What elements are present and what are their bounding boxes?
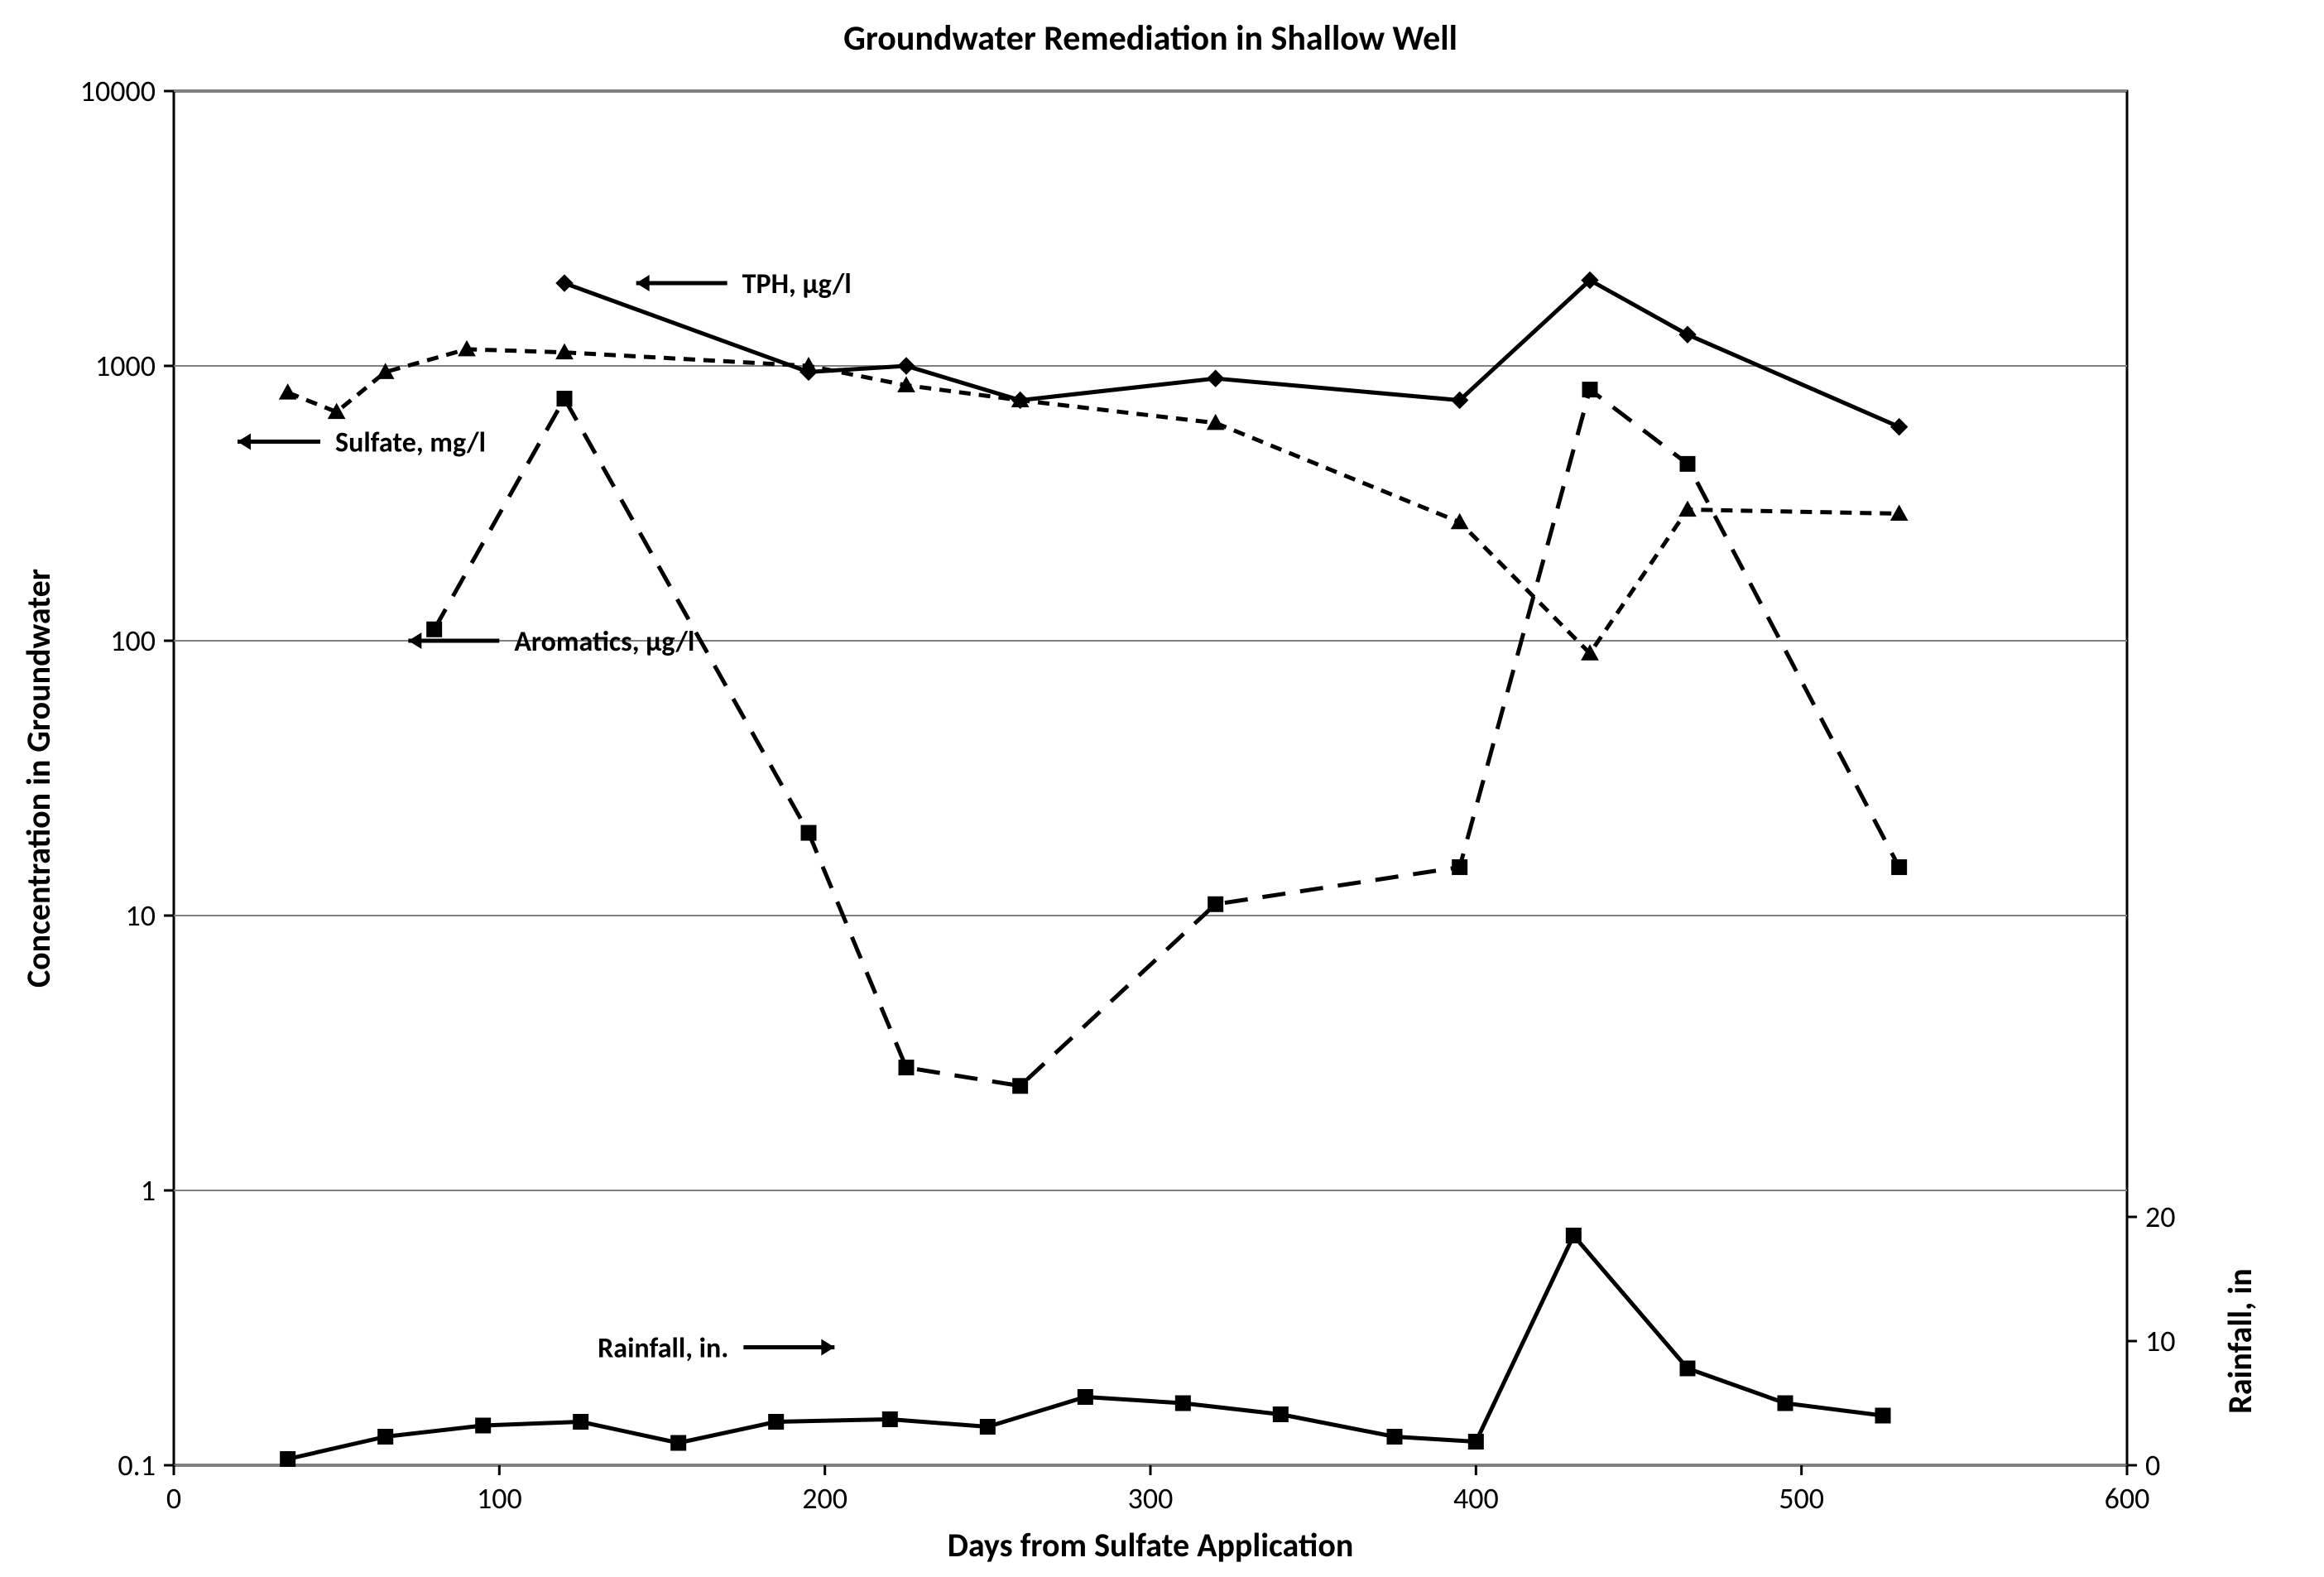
marker-square: [769, 1415, 784, 1430]
annotation-label-rainfall: Rainfall, in.: [598, 1332, 728, 1366]
marker-square: [1387, 1430, 1402, 1445]
annotation-sulfate: Sulfate, mg/l: [238, 426, 486, 460]
ytick-left-label: 10000: [80, 73, 156, 109]
marker-square: [427, 622, 442, 637]
annotation-arrow-head: [636, 275, 650, 291]
series-line-sulfate: [288, 349, 1899, 653]
marker-square: [1078, 1390, 1092, 1405]
xtick-label: 400: [1453, 1480, 1499, 1517]
marker-triangle: [280, 384, 296, 399]
marker-square: [1273, 1407, 1288, 1422]
marker-square: [378, 1430, 393, 1445]
marker-square: [1680, 456, 1695, 471]
marker-square: [1013, 1079, 1028, 1094]
marker-square: [1875, 1408, 1890, 1423]
x-axis-label: Days from Sulfate Application: [948, 1525, 1354, 1565]
ytick-right-label: 10: [2145, 1323, 2176, 1359]
marker-triangle: [1452, 514, 1468, 529]
xtick-label: 100: [477, 1480, 522, 1517]
xtick-label: 300: [1128, 1480, 1174, 1517]
plot-border: [174, 91, 2127, 1465]
marker-square: [281, 1452, 295, 1467]
marker-square: [671, 1435, 686, 1450]
series-line-tph: [564, 280, 1899, 426]
marker-square: [980, 1420, 995, 1435]
annotation-label-tph: TPH, µg/l: [742, 267, 852, 301]
y-left-axis-label: Concentration in Groundwater: [18, 569, 59, 988]
annotation-arrow-head: [821, 1339, 834, 1356]
ytick-left-label: 100: [110, 623, 156, 659]
ytick-left-label: 1000: [95, 348, 156, 384]
chart-title: Groundwater Remediation in Shallow Well: [843, 17, 1457, 60]
ytick-right-label: 0: [2145, 1447, 2160, 1483]
marker-square: [1892, 860, 1907, 875]
annotation-aromatics: Aromatics, µg/l: [408, 625, 694, 659]
marker-square: [1175, 1396, 1190, 1411]
ytick-right-label: 20: [2145, 1199, 2176, 1235]
marker-diamond: [898, 358, 915, 374]
marker-diamond: [1208, 370, 1224, 387]
marker-square: [574, 1415, 588, 1430]
marker-square: [1468, 1435, 1483, 1450]
xtick-label: 0: [166, 1480, 181, 1517]
annotation-arrow-head: [238, 434, 251, 450]
series-sulfate: [280, 341, 1908, 660]
annotation-label-sulfate: Sulfate, mg/l: [335, 426, 486, 460]
xtick-label: 500: [1779, 1480, 1824, 1517]
marker-square: [1582, 382, 1597, 397]
marker-square: [1566, 1228, 1581, 1243]
marker-square: [899, 1060, 914, 1075]
ytick-left-label: 0.1: [118, 1447, 156, 1483]
marker-triangle: [1891, 505, 1908, 520]
xtick-label: 200: [802, 1480, 847, 1517]
marker-square: [801, 825, 816, 840]
series-line-rainfall: [288, 1236, 1883, 1459]
marker-triangle: [1679, 502, 1696, 517]
ytick-left-label: 1: [141, 1172, 156, 1209]
series-rainfall: [281, 1228, 1890, 1467]
marker-triangle: [1208, 415, 1224, 430]
series-line-aromatics: [435, 390, 1899, 1086]
marker-square: [1452, 860, 1467, 875]
y-right-axis-label: Rainfall, in: [2220, 1268, 2260, 1413]
xtick-label: 600: [2105, 1480, 2150, 1517]
marker-square: [1208, 897, 1223, 911]
annotation-tph: TPH, µg/l: [636, 267, 852, 301]
marker-square: [476, 1418, 491, 1433]
marker-square: [557, 392, 572, 406]
chart-svg: 0.11101001000100000100200300400500600010…: [0, 0, 2324, 1577]
marker-diamond: [556, 275, 573, 291]
annotation-rainfall: Rainfall, in.: [598, 1332, 834, 1366]
series-aromatics: [427, 382, 1907, 1094]
marker-square: [1680, 1361, 1695, 1376]
annotation-arrow-head: [408, 632, 421, 649]
marker-square: [882, 1412, 897, 1427]
marker-diamond: [1891, 419, 1908, 435]
chart-container: 0.11101001000100000100200300400500600010…: [0, 0, 2324, 1577]
marker-diamond: [1679, 326, 1696, 343]
ytick-left-label: 10: [126, 897, 156, 934]
marker-square: [1778, 1396, 1793, 1411]
annotation-label-aromatics: Aromatics, µg/l: [514, 625, 694, 659]
